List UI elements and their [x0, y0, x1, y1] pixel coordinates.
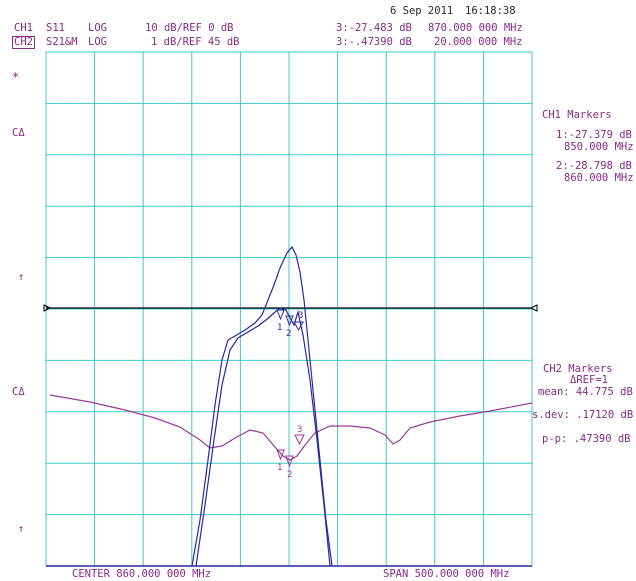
marker-2-label-ch2: 2 [286, 329, 291, 339]
marker-1-label-ch2: 1 [277, 323, 282, 333]
marker3-ch1-value: 3:-27.483 dB [336, 22, 412, 34]
ch2-delta-ref: ΔREF=1 [570, 374, 608, 386]
ch1-param: S11 [46, 22, 65, 34]
reference-right-triangle [529, 304, 538, 312]
ch1-label[interactable]: CH1 [14, 22, 33, 34]
span-frequency: SPAN 500.000 000 MHz [383, 568, 510, 580]
marker-3-label-ch2: 3 [298, 311, 303, 321]
center-frequency: CENTER 860.000 000 MHz [72, 568, 212, 580]
time-label: 16:18:38 [465, 5, 516, 17]
ch1-markers-title: CH1 Markers [542, 109, 612, 121]
marker-3-triangle-ch2 [293, 321, 304, 332]
star-symbol: * [12, 70, 20, 84]
ch2-scale: 1 dB/REF 45 dB [151, 36, 240, 48]
marker-1-label-ch1: 1 [277, 463, 282, 473]
marker-1-triangle-ch1 [276, 449, 285, 461]
ch1-format: LOG [88, 22, 107, 34]
ch1-marker2-value: 2:-28.798 dB [556, 160, 632, 172]
ch2-markers-title: CH2 Markers [543, 363, 613, 375]
arrow-up-icon: ↑ [18, 271, 25, 283]
ch1-marker2-freq: 860.000 MHz [564, 172, 634, 184]
marker3-ch2-freq: 20.000 000 MHz [434, 36, 523, 48]
arrow-up-icon-2: ↑ [18, 523, 25, 535]
marker-3-label-ch1: 3 [297, 425, 302, 435]
marker3-ch2-value: 3:-.47390 dB [336, 36, 412, 48]
ch2-param: S21&M [46, 36, 78, 48]
ch2-label[interactable]: CH2 [12, 36, 35, 49]
ch2-mean: mean: 44.775 dB [538, 386, 633, 398]
reference-left-triangle [43, 304, 52, 312]
ch2-trace-b [195, 307, 331, 567]
ch1-marker1-value: 1:-27.379 dB [556, 129, 632, 141]
graticule-grid [45, 51, 533, 567]
marker-2-label-ch1: 2 [287, 470, 292, 480]
date-label: 6 Sep 2011 [390, 5, 454, 17]
marker-1-triangle-ch2 [276, 309, 285, 321]
ch1-scale: 10 dB/REF 0 dB [145, 22, 234, 34]
marker-2-triangle-ch2 [285, 315, 294, 327]
c-delta-label-1: CΔ [12, 127, 25, 139]
ch1-trace [49, 394, 533, 461]
ch2-pp: p-p: .47390 dB [542, 433, 631, 445]
marker3-ch1-freq: 870.000 000 MHz [428, 22, 523, 34]
ch2-trace-a [191, 245, 333, 567]
ch1-marker1-freq: 850.000 MHz [564, 141, 634, 153]
ch2-sdev: s.dev: .17120 dB [532, 409, 634, 421]
marker-2-triangle-ch1 [285, 455, 294, 468]
ch2-format: LOG [88, 36, 107, 48]
marker-3-triangle-ch1 [294, 434, 305, 446]
c-delta-label-2: CΔ [12, 386, 25, 398]
